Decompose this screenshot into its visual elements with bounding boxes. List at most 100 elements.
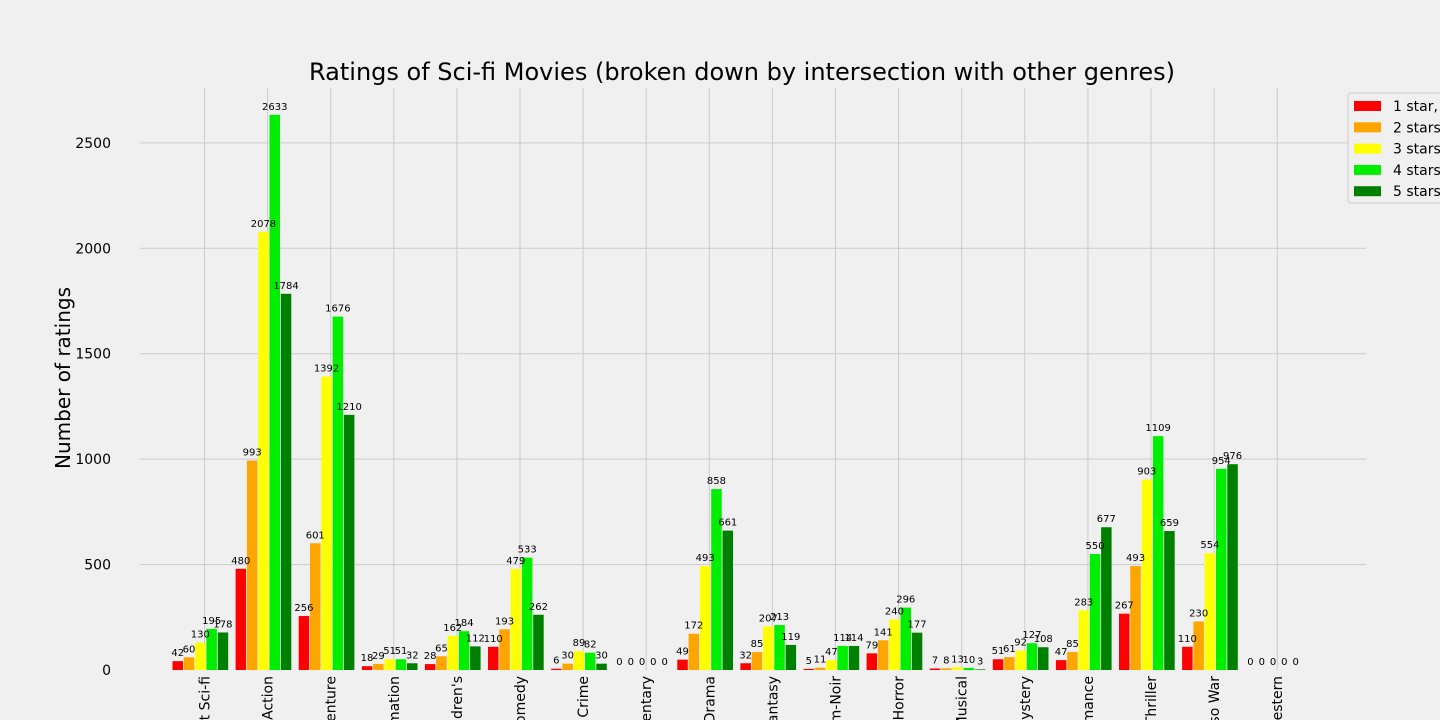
bar [499,629,510,670]
bar [1004,657,1015,670]
legend-label: 3 stars [1393,142,1440,158]
bar [826,660,837,670]
data-label: 213 [770,612,789,623]
data-label: 30 [595,651,608,662]
data-label: 2633 [262,102,287,113]
bar [172,661,183,670]
bar [1164,531,1175,670]
bar [814,667,826,670]
bar [963,667,975,670]
bar [837,645,848,670]
bar [1182,646,1193,670]
data-label: 493 [696,553,715,564]
legend-swatch [1354,101,1381,111]
bar [889,619,900,670]
data-label: 172 [684,621,703,632]
data-label: 110 [484,634,503,645]
bar [573,651,585,670]
bar [332,316,344,670]
x-tick-label: mance [1081,676,1097,720]
bar [269,114,280,670]
data-label: 554 [1200,540,1219,551]
data-label: 661 [718,518,737,529]
data-label: 11 [814,655,827,666]
data-label: 60 [183,644,196,655]
data-label: 178 [213,619,232,630]
x-tick-label: estern [1270,676,1286,720]
data-label: 29 [372,651,385,662]
data-label: 10 [962,655,975,666]
data-label: 954 [1212,456,1231,467]
legend: 1 star, 2 stars 3 stars 4 stars 5 stars [1347,92,1440,204]
x-tick-label: Musical [955,676,971,720]
data-label: 550 [1086,541,1105,552]
bar-layer [172,114,1238,670]
data-label: 480 [231,556,250,567]
data-label: 0 [1247,657,1253,668]
legend-box [1347,92,1440,204]
legend-swatch [1354,122,1381,133]
data-label: 0 [639,657,645,668]
bar [848,645,860,670]
y-tick-label: 2000 [75,241,111,257]
bar [992,659,1004,670]
data-label: 1210 [336,402,361,413]
data-label: 79 [865,640,878,651]
data-label: 32 [406,650,419,661]
bar [562,663,573,670]
data-label: 976 [1223,451,1242,462]
data-label: 42 [171,648,184,659]
bar [1015,650,1026,670]
x-tick-label: omedy [513,676,529,720]
x-tick-label: Thriller [1144,676,1160,720]
legend-label: 5 stars [1393,184,1440,200]
legend-label: 1 star, [1393,99,1438,115]
data-label: 119 [781,632,800,643]
data-label: 85 [1066,639,1079,650]
x-tick-label: enture [324,676,340,720]
bar [373,663,384,670]
x-tick-label: t Sci-fi [198,676,214,720]
data-label: 184 [455,618,474,629]
x-tick-label: entary [639,676,655,720]
bar [470,646,481,670]
data-label: 49 [676,647,689,658]
bar [941,668,952,670]
bar [1119,613,1130,670]
bar [488,646,499,670]
data-label: 193 [495,616,514,627]
data-label: 8 [943,655,949,666]
bar [533,614,544,670]
bar [866,653,878,670]
x-tick-label: Action [261,676,277,720]
data-label: 1784 [273,281,298,292]
bar [877,640,889,670]
x-tick-label: ldren's [450,676,466,720]
data-label: 479 [506,556,525,567]
bar [551,668,562,670]
bar [183,657,195,670]
data-label: 114 [844,633,863,644]
legend-label: 4 stars [1393,163,1440,179]
data-label: 493 [1126,553,1145,564]
bar [407,663,418,670]
bar [510,568,522,670]
bar [1038,647,1049,670]
bar [343,414,355,670]
data-label: 858 [707,476,726,487]
legend-swatch [1354,186,1381,197]
data-label: 0 [661,657,667,668]
data-label: 0 [628,657,634,668]
data-label: 256 [294,603,313,614]
data-label: 0 [616,657,622,668]
x-tick-label: Crime [576,676,592,718]
data-label: 993 [243,448,262,459]
data-label: 28 [424,651,437,662]
y-tick-label: 2500 [75,136,111,152]
data-label: 47 [1055,647,1068,658]
data-label: 0 [1270,657,1276,668]
bar [585,652,596,670]
bar [1055,660,1067,670]
